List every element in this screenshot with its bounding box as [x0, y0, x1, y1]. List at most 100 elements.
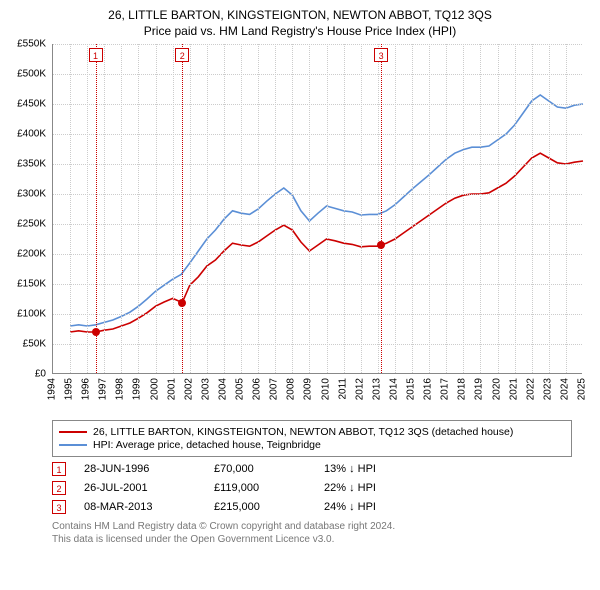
gridline-v — [412, 44, 413, 373]
event-table: 128-JUN-1996£70,00013% ↓ HPI226-JUL-2001… — [52, 462, 572, 514]
plot-area: 123 — [52, 44, 582, 374]
sale-point — [178, 299, 186, 307]
y-tick-label: £0 — [35, 369, 46, 380]
gridline-v — [327, 44, 328, 373]
event-marker-line — [96, 44, 97, 373]
legend-row: 26, LITTLE BARTON, KINGSTEIGNTON, NEWTON… — [59, 426, 565, 438]
event-row: 308-MAR-2013£215,00024% ↓ HPI — [52, 500, 572, 514]
gridline-v — [446, 44, 447, 373]
gridline-v — [361, 44, 362, 373]
x-tick-label: 2007 — [269, 378, 280, 400]
x-tick-label: 2021 — [508, 378, 519, 400]
footer-line-2: This data is licensed under the Open Gov… — [52, 533, 572, 546]
x-tick-label: 2016 — [423, 378, 434, 400]
x-tick-label: 1995 — [64, 378, 75, 400]
y-tick-label: £500K — [17, 69, 46, 80]
gridline-v — [207, 44, 208, 373]
event-date: 28-JUN-1996 — [84, 463, 214, 475]
x-tick-label: 2005 — [235, 378, 246, 400]
footer-attribution: Contains HM Land Registry data © Crown c… — [52, 520, 572, 546]
gridline-v — [292, 44, 293, 373]
gridline-h — [53, 44, 582, 45]
y-axis-labels: £0£50K£100K£150K£200K£250K£300K£350K£400… — [8, 44, 48, 374]
x-tick-label: 2025 — [577, 378, 588, 400]
event-marker-line — [381, 44, 382, 373]
gridline-v — [258, 44, 259, 373]
footer-line-1: Contains HM Land Registry data © Crown c… — [52, 520, 572, 533]
x-tick-label: 2019 — [474, 378, 485, 400]
legend-label: 26, LITTLE BARTON, KINGSTEIGNTON, NEWTON… — [93, 426, 513, 438]
chart-area: £0£50K£100K£150K£200K£250K£300K£350K£400… — [8, 44, 592, 414]
gridline-h — [53, 224, 582, 225]
gridline-v — [344, 44, 345, 373]
legend-swatch — [59, 431, 87, 433]
gridline-v — [549, 44, 550, 373]
gridline-h — [53, 134, 582, 135]
event-price: £119,000 — [214, 482, 324, 494]
event-row: 226-JUL-2001£119,00022% ↓ HPI — [52, 481, 572, 495]
legend-label: HPI: Average price, detached house, Teig… — [93, 439, 321, 451]
gridline-v — [429, 44, 430, 373]
legend-row: HPI: Average price, detached house, Teig… — [59, 439, 565, 451]
y-tick-label: £100K — [17, 309, 46, 320]
x-tick-label: 2023 — [542, 378, 553, 400]
gridline-v — [275, 44, 276, 373]
x-tick-label: 2013 — [371, 378, 382, 400]
x-tick-label: 2015 — [406, 378, 417, 400]
event-delta: 13% ↓ HPI — [324, 463, 376, 475]
event-date: 26-JUL-2001 — [84, 482, 214, 494]
gridline-v — [121, 44, 122, 373]
gridline-v — [138, 44, 139, 373]
legend: 26, LITTLE BARTON, KINGSTEIGNTON, NEWTON… — [52, 420, 572, 457]
gridline-v — [104, 44, 105, 373]
gridline-v — [463, 44, 464, 373]
gridline-v — [70, 44, 71, 373]
gridline-v — [532, 44, 533, 373]
x-tick-label: 2011 — [337, 378, 348, 400]
gridline-v — [224, 44, 225, 373]
gridline-h — [53, 284, 582, 285]
event-delta: 24% ↓ HPI — [324, 501, 376, 513]
event-marker-box: 2 — [175, 48, 189, 62]
x-tick-label: 1999 — [132, 378, 143, 400]
y-tick-label: £350K — [17, 159, 46, 170]
chart-title: 26, LITTLE BARTON, KINGSTEIGNTON, NEWTON… — [8, 8, 592, 22]
gridline-v — [480, 44, 481, 373]
event-date: 08-MAR-2013 — [84, 501, 214, 513]
y-tick-label: £150K — [17, 279, 46, 290]
gridline-h — [53, 104, 582, 105]
event-marker-line — [182, 44, 183, 373]
event-price: £70,000 — [214, 463, 324, 475]
gridline-v — [498, 44, 499, 373]
gridline-v — [566, 44, 567, 373]
x-tick-label: 2002 — [183, 378, 194, 400]
gridline-v — [190, 44, 191, 373]
gridline-v — [378, 44, 379, 373]
x-tick-label: 2022 — [525, 378, 536, 400]
gridline-h — [53, 314, 582, 315]
x-tick-label: 2017 — [440, 378, 451, 400]
gridline-v — [156, 44, 157, 373]
legend-swatch — [59, 444, 87, 446]
gridline-h — [53, 164, 582, 165]
x-tick-label: 1994 — [47, 378, 58, 400]
chart-container: 26, LITTLE BARTON, KINGSTEIGNTON, NEWTON… — [0, 0, 600, 550]
y-tick-label: £450K — [17, 99, 46, 110]
gridline-h — [53, 74, 582, 75]
x-tick-label: 2001 — [166, 378, 177, 400]
event-marker-box: 3 — [374, 48, 388, 62]
gridline-h — [53, 344, 582, 345]
x-tick-label: 2012 — [354, 378, 365, 400]
x-tick-label: 2020 — [491, 378, 502, 400]
y-tick-label: £200K — [17, 249, 46, 260]
gridline-v — [173, 44, 174, 373]
event-price: £215,000 — [214, 501, 324, 513]
x-tick-label: 2018 — [457, 378, 468, 400]
x-tick-label: 2003 — [200, 378, 211, 400]
x-tick-label: 2004 — [217, 378, 228, 400]
y-tick-label: £550K — [17, 39, 46, 50]
y-tick-label: £50K — [23, 339, 46, 350]
gridline-h — [53, 194, 582, 195]
x-tick-label: 2010 — [320, 378, 331, 400]
x-tick-label: 2024 — [559, 378, 570, 400]
